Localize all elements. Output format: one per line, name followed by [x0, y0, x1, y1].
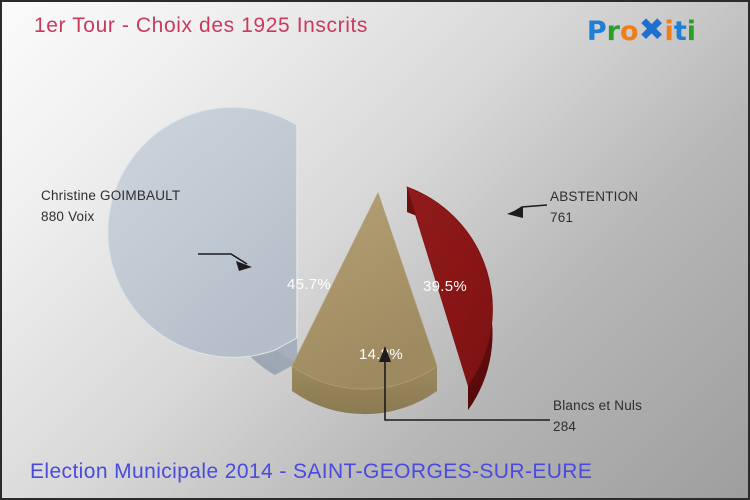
pie-chart: 45.7% 39.5% 14.8%: [2, 57, 748, 447]
pie-slice-blancs[interactable]: 14.8%: [291, 191, 438, 415]
page-title: 1er Tour - Choix des 1925 Inscrits: [34, 14, 368, 37]
callout-goimbault: Christine GOIMBAULT 880 Voix: [41, 185, 180, 227]
logo-letter-x-icon: ✖: [638, 12, 665, 48]
logo-letter-i2: i: [686, 16, 696, 47]
callout-blancs: Blancs et Nuls 284: [553, 395, 642, 437]
callout-arrow-blancs: [379, 346, 550, 421]
logo-letter-o: o: [620, 16, 639, 47]
callout-abstention: ABSTENTION 761: [550, 186, 638, 228]
pie-pct-blancs: 14.8%: [359, 346, 403, 363]
logo-letter-i1: i: [664, 16, 674, 47]
callout-abstention-name: ABSTENTION: [550, 189, 639, 204]
callout-arrow-goimbault: [198, 253, 252, 271]
callout-blancs-votes: 284: [553, 419, 577, 434]
callout-abstention-votes: 761: [550, 210, 574, 225]
pie-pct-goimbault: 45.7%: [287, 276, 331, 293]
callout-goimbault-votes: 880 Voix: [41, 209, 95, 224]
pie-pct-abstention: 39.5%: [423, 278, 467, 295]
callout-blancs-name: Blancs et Nuls: [553, 398, 643, 413]
logo-letter-p: P: [586, 16, 607, 47]
proxiti-logo[interactable]: Pro✖iti: [587, 12, 696, 48]
logo-letter-r: r: [606, 16, 620, 47]
footer-caption: Election Municipale 2014 - SAINT-GEORGES…: [30, 460, 593, 483]
pie-slice-abstention[interactable]: 39.5%: [406, 186, 493, 410]
pie-slice-goimbault[interactable]: 45.7%: [107, 106, 331, 375]
callout-goimbault-name: Christine GOIMBAULT: [41, 188, 181, 203]
callout-arrow-abstention: [507, 204, 548, 218]
logo-letter-t: t: [673, 16, 687, 47]
